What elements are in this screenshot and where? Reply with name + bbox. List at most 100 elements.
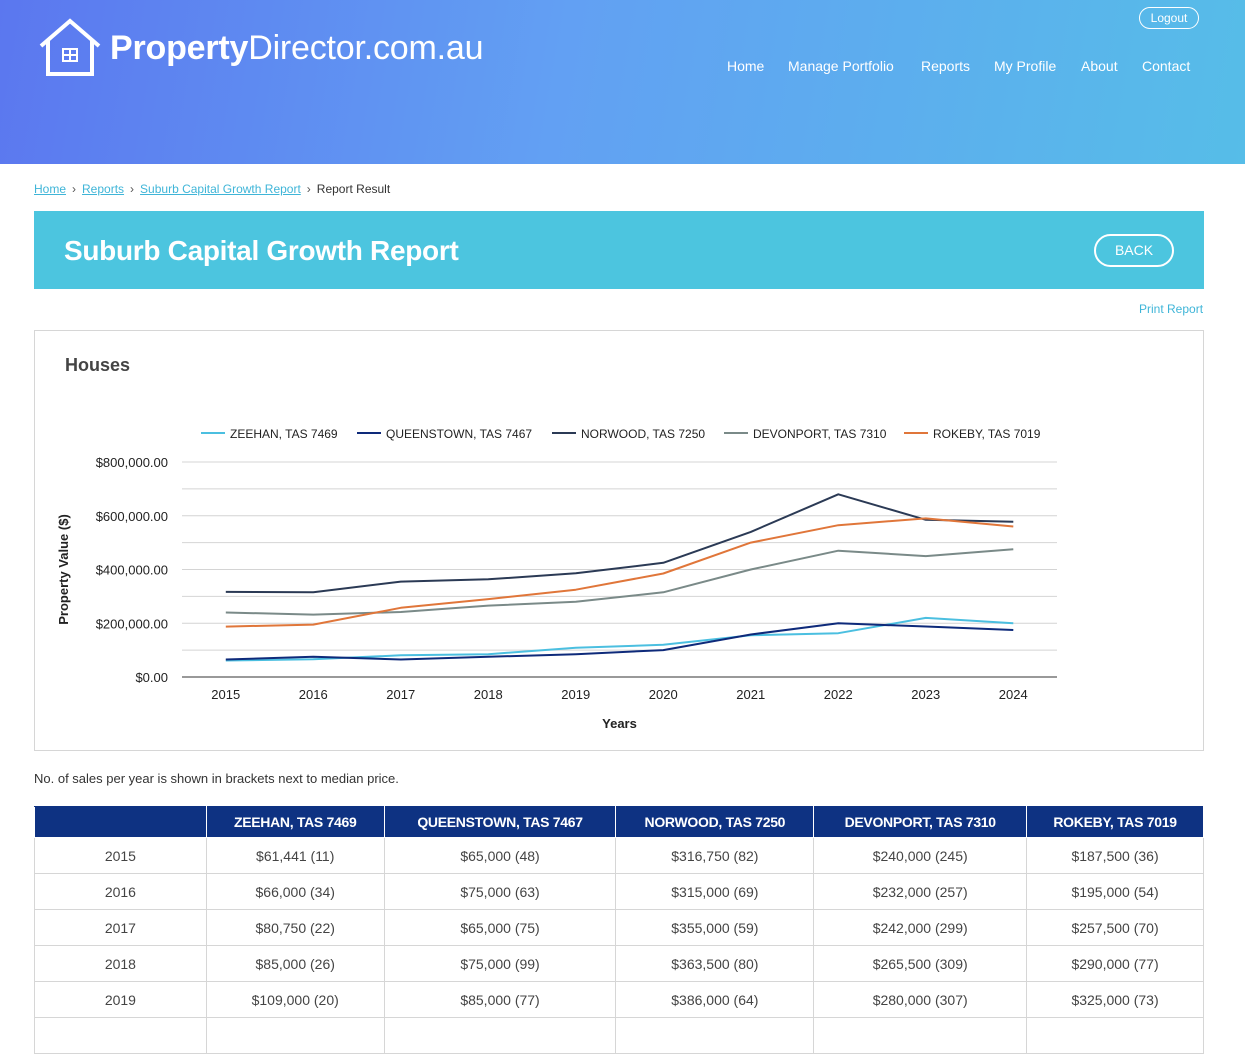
site-logo[interactable]: PropertyDirector.com.au: [38, 18, 484, 78]
table-row: 2016 $66,000 (34) $75,000 (63) $315,000 (69…: [34, 873, 1204, 910]
x-tick-label: 2018: [474, 687, 503, 702]
table-row: 2017 $80,750 (22) $65,000 (75) $355,000 (59…: [34, 909, 1204, 946]
table-cell-value: [1026, 1017, 1204, 1054]
table-cell-value: $257,500 (70): [1026, 909, 1204, 946]
table-cell-value: $240,000 (245): [813, 837, 1028, 874]
y-tick-label: $0.00: [135, 670, 168, 685]
chevron-right-icon: ›: [72, 182, 77, 196]
table-cell-value: $325,000 (73): [1026, 981, 1204, 1018]
table-cell-value: $65,000 (48): [383, 837, 617, 874]
y-tick-label: $200,000.00: [96, 616, 168, 631]
y-tick-label: $800,000.00: [96, 455, 168, 470]
x-tick-label: 2019: [561, 687, 590, 702]
y-tick-label: $400,000.00: [96, 563, 168, 578]
nav-manage-portfolio[interactable]: Manage Portfolio: [788, 58, 894, 74]
table-cell-value: $386,000 (64): [615, 981, 815, 1018]
chevron-right-icon: ›: [130, 182, 135, 196]
nav-contact[interactable]: Contact: [1142, 58, 1191, 74]
print-report-link[interactable]: Print Report: [1139, 302, 1204, 316]
chart-panel: Houses $0.00 $200,000.00 $400,000.00 $600,0…: [34, 330, 1204, 751]
legend-entry: ZEEHAN, TAS 7469: [230, 427, 338, 441]
table-cell-value: $195,000 (54): [1026, 873, 1204, 910]
series-line: [225, 493, 1014, 594]
table-cell-year: 2017: [34, 909, 207, 946]
x-tick-label: 2015: [211, 687, 240, 702]
chevron-right-icon: ›: [306, 182, 311, 196]
table-cell-value: $280,000 (307): [813, 981, 1028, 1018]
table-cell-value: [615, 1017, 815, 1054]
brand-name-bold: Property: [110, 28, 249, 67]
table-row: [34, 1017, 1204, 1054]
table-cell-value: $355,000 (59): [615, 909, 815, 946]
series-line: [225, 517, 1014, 628]
table-cell-value: $61,441 (11): [205, 837, 385, 874]
breadcrumb-home[interactable]: Home: [34, 182, 67, 196]
line-chart: $0.00 $200,000.00 $400,000.00 $600,000.00 $8…: [56, 427, 1057, 731]
table-cell-value: $232,000 (257): [813, 873, 1028, 910]
legend-entry: DEVONPORT, TAS 7310: [753, 427, 887, 441]
table-cell-value: [813, 1017, 1028, 1054]
brand-name: PropertyDirector.com.au: [110, 28, 484, 68]
breadcrumb-current: Report Result: [316, 182, 391, 196]
x-tick-label: 2021: [736, 687, 765, 702]
table-header-cell: ZEEHAN, TAS 7469: [205, 806, 385, 838]
y-tick-label: $600,000.00: [96, 509, 168, 524]
nav-about[interactable]: About: [1081, 58, 1118, 74]
series-line: [225, 548, 1014, 616]
table-row: 2018 $85,000 (26) $75,000 (99) $363,500 (80…: [34, 945, 1204, 982]
table-cell-value: $315,000 (69): [615, 873, 815, 910]
table-header-cell: NORWOOD, TAS 7250: [615, 806, 815, 838]
legend-entry: NORWOOD, TAS 7250: [581, 427, 705, 441]
x-tick-label: 2017: [386, 687, 415, 702]
table-cell-value: $265,500 (309): [813, 945, 1028, 982]
page-title: Suburb Capital Growth Report: [64, 235, 459, 266]
brand-name-light: Director.com.au: [248, 28, 484, 67]
table-cell-value: $187,500 (36): [1026, 837, 1204, 874]
table-cell-value: $85,000 (26): [205, 945, 385, 982]
table-cell-value: $363,500 (80): [615, 945, 815, 982]
table-header-cell: QUEENSTOWN, TAS 7467: [383, 806, 617, 838]
main-nav: Home Manage Portfolio Reports My Profile…: [0, 58, 1245, 78]
table-cell-year: 2015: [34, 837, 207, 874]
x-tick-label: 2016: [299, 687, 328, 702]
breadcrumb: Home › Reports › Suburb Capital Growth R…: [34, 182, 390, 196]
table-row: 2019 $109,000 (20) $85,000 (77) $386,000 (6…: [34, 981, 1204, 1018]
table-cell-value: [383, 1017, 617, 1054]
site-header: PropertyDirector.com.au Logout Home Mana…: [0, 0, 1245, 164]
y-axis-label: Property Value ($): [56, 514, 71, 625]
x-axis-label: Years: [602, 716, 637, 731]
table-cell-value: $109,000 (20): [205, 981, 385, 1018]
legend-entry: QUEENSTOWN, TAS 7467: [386, 427, 532, 441]
x-tick-label: 2023: [911, 687, 940, 702]
table-cell-year: 2019: [34, 981, 207, 1018]
table-cell-year: 2016: [34, 873, 207, 910]
breadcrumb-reports[interactable]: Reports: [82, 182, 125, 196]
x-tick-label: 2020: [649, 687, 678, 702]
back-button[interactable]: BACK: [1094, 234, 1174, 267]
nav-my-profile[interactable]: My Profile: [994, 58, 1057, 74]
table-cell-value: $65,000 (75): [383, 909, 617, 946]
table-cell-value: $75,000 (63): [383, 873, 617, 910]
page-title-bar: Suburb Capital Growth Report BACK: [34, 211, 1204, 289]
x-tick-label: 2022: [824, 687, 853, 702]
table-header-cell: [34, 806, 207, 838]
legend-entry: ROKEBY, TAS 7019: [933, 427, 1041, 441]
table-header-row: ZEEHAN, TAS 7469 QUEENSTOWN, TAS 7467 NO…: [34, 806, 1204, 838]
table-cell-value: [205, 1017, 385, 1054]
table-cell-value: $75,000 (99): [383, 945, 617, 982]
nav-home[interactable]: Home: [727, 58, 765, 74]
growth-table: ZEEHAN, TAS 7469 QUEENSTOWN, TAS 7467 NO…: [34, 806, 1204, 1054]
breadcrumb-report[interactable]: Suburb Capital Growth Report: [140, 182, 301, 196]
table-row: 2015 $61,441 (11) $65,000 (48) $316,750 (82…: [34, 837, 1204, 874]
table-cell-value: $316,750 (82): [615, 837, 815, 874]
table-cell-year: 2018: [34, 945, 207, 982]
table-header-cell: DEVONPORT, TAS 7310: [813, 806, 1028, 838]
table-cell-value: $290,000 (77): [1026, 945, 1204, 982]
nav-reports[interactable]: Reports: [921, 58, 971, 74]
chart-section-title: Houses: [65, 355, 131, 375]
table-cell-value: $242,000 (299): [813, 909, 1028, 946]
logout-button[interactable]: Logout: [1139, 7, 1199, 29]
x-tick-label: 2024: [999, 687, 1028, 702]
sales-note: No. of sales per year is shown in bracke…: [34, 771, 399, 786]
table-cell-value: $66,000 (34): [205, 873, 385, 910]
